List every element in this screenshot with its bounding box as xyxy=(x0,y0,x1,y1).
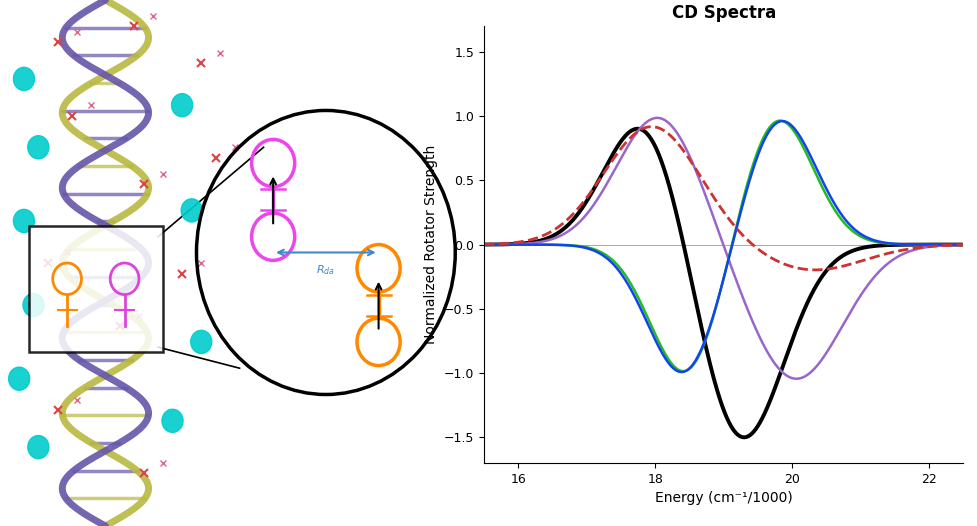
Circle shape xyxy=(191,330,212,353)
Circle shape xyxy=(9,367,29,390)
Y-axis label: Normalized Rotator Strength: Normalized Rotator Strength xyxy=(424,145,438,344)
Circle shape xyxy=(162,409,183,432)
Circle shape xyxy=(14,67,34,90)
X-axis label: Energy (cm⁻¹/1000): Energy (cm⁻¹/1000) xyxy=(655,491,791,505)
Title: CD Spectra: CD Spectra xyxy=(671,4,775,22)
Circle shape xyxy=(23,294,44,317)
Circle shape xyxy=(171,94,192,117)
Circle shape xyxy=(27,436,49,459)
Circle shape xyxy=(27,136,49,159)
FancyBboxPatch shape xyxy=(28,226,163,352)
Circle shape xyxy=(14,209,34,232)
Text: $R_{da}$: $R_{da}$ xyxy=(317,263,335,277)
Circle shape xyxy=(181,199,202,222)
